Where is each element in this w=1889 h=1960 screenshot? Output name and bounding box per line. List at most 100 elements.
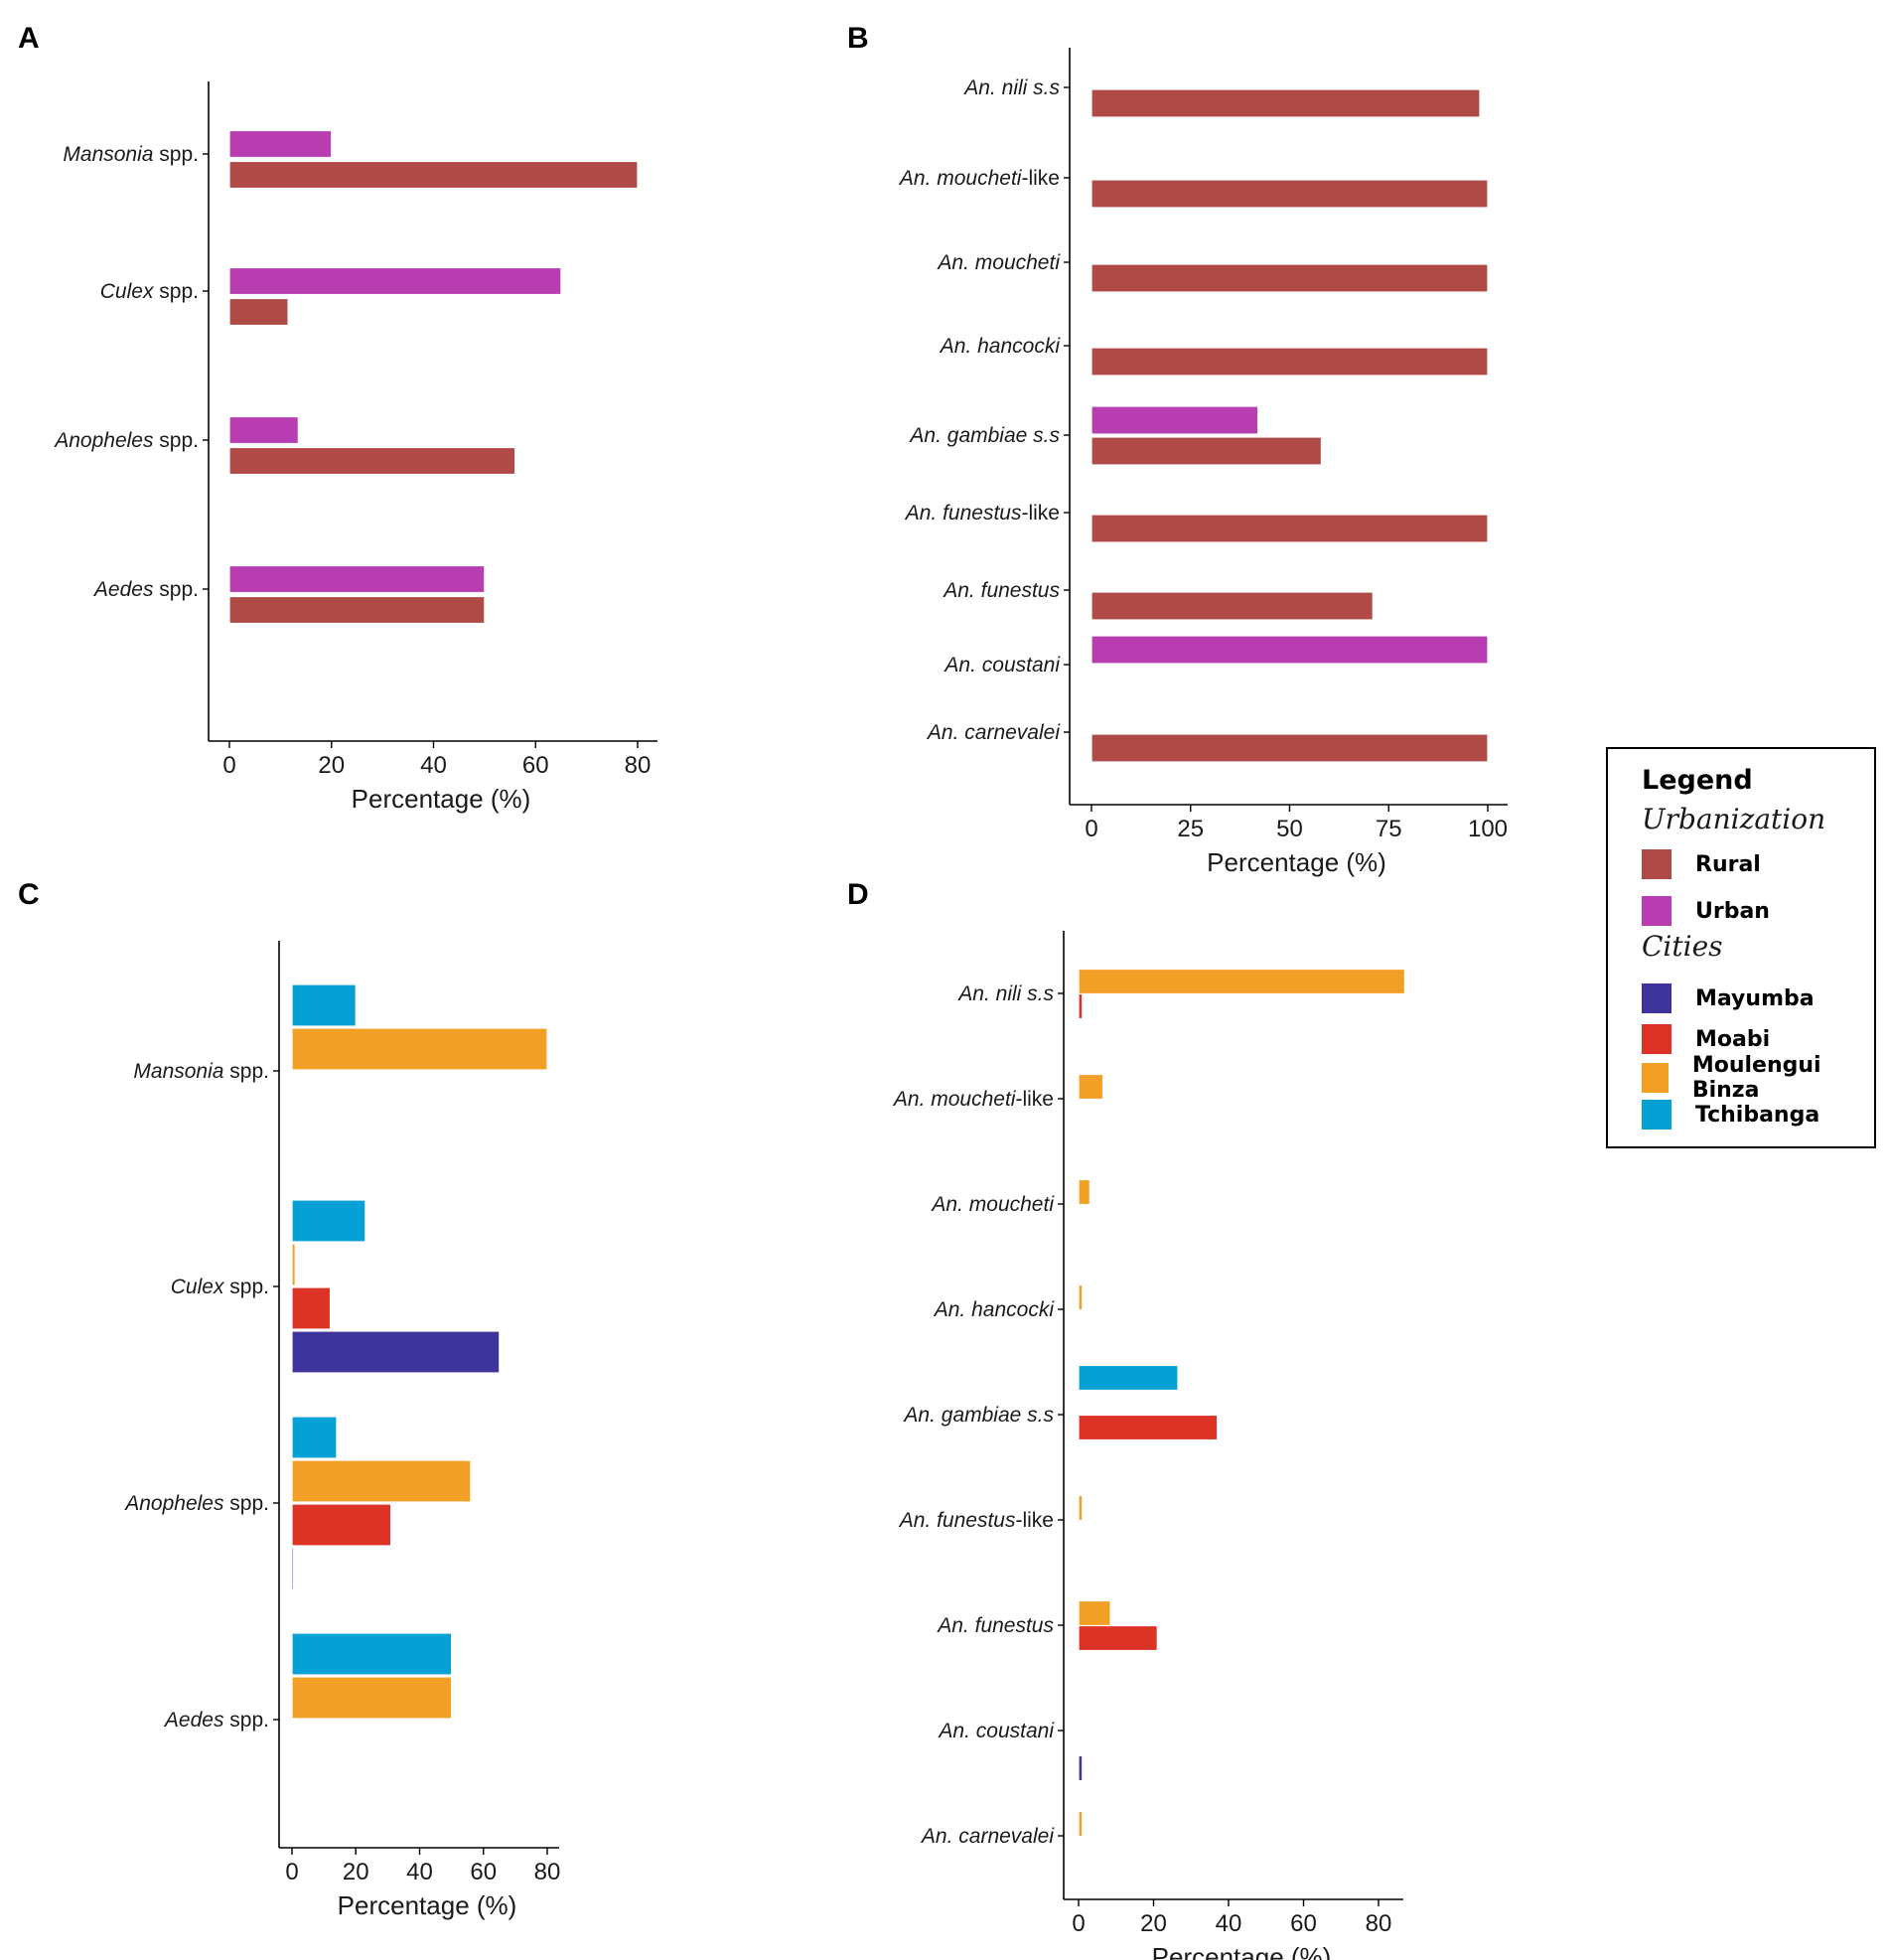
panel-c-x-tick-label: 60: [470, 1859, 497, 1885]
panel-d-bar-tchibanga-an-gambiae-s-s: [1078, 1364, 1179, 1392]
panel-b-bar-rural-an-funestus: [1090, 591, 1374, 621]
panel-b-category-label-an-gambiae-s-s: An. gambiae s.s: [908, 424, 1060, 447]
panel-d-category-label-an-funestus-like: An. funestus-like: [898, 1509, 1054, 1532]
panel-c-x-tick-label: 0: [285, 1859, 298, 1885]
legend-label-mayumba: Mayumba: [1695, 985, 1815, 1011]
panel-c-chart: 0 20 40 60 80 Percentage (%) Mansonia spp. Cule…: [123, 941, 560, 1920]
panel-d-category-label-an-moucheti-like: An. moucheti-like: [892, 1088, 1054, 1111]
panel-d-x-tick-label: 20: [1140, 1910, 1167, 1937]
panel-a-x-axis-title: Percentage (%): [352, 784, 531, 814]
panel-c-bar-mayumba-anopheles-spp: [291, 1547, 295, 1590]
panel-d-bar-mayumba-an-coustani: [1078, 1754, 1084, 1782]
panel-b-bar-rural-an-gambiae-s-s: [1090, 436, 1323, 466]
panel-c-bar-mayumba-culex-spp: [291, 1330, 501, 1374]
panel-letter-b: B: [847, 22, 869, 55]
panel-b-x-tick-label: 100: [1468, 816, 1508, 842]
panel-letter-a: A: [18, 22, 40, 55]
panel-b-bar-rural-an-moucheti: [1090, 263, 1489, 293]
panel-b-category-label-an-coustani: An. coustani: [943, 654, 1061, 677]
panel-b-bar-rural-an-carnevalei: [1090, 733, 1489, 763]
panel-c-bar-moabi-anopheles-spp: [291, 1503, 392, 1547]
legend-label-moabi: Moabi: [1695, 1026, 1771, 1052]
panel-d-bar-moabi-an-nili-s-s: [1078, 992, 1084, 1020]
panel-b-bar-rural-an-funestus-like: [1090, 514, 1489, 543]
panel-b-category-label-an-carnevalei: An. carnevalei: [926, 721, 1061, 744]
legend-label-urban: Urban: [1695, 898, 1770, 924]
panel-d-category-label-an-gambiae-s-s: An. gambiae s.s: [902, 1404, 1054, 1427]
panel-a-category-label-anopheles-spp: Anopheles spp.: [53, 429, 199, 452]
legend-item-mayumba: Mayumba: [1642, 983, 1815, 1013]
panel-d-bar-moulengui-binza-an-hancocki: [1078, 1283, 1084, 1311]
legend: Legend Urbanization Rural Urban Cities M…: [1606, 747, 1876, 1148]
legend-label-moulengui-binza: Moulengui Binza: [1691, 1053, 1821, 1103]
legend-title: Legend: [1642, 765, 1753, 796]
panel-c-category-label-culex-spp: Culex spp.: [171, 1276, 269, 1298]
panel-a-bar-rural-mansonia-spp: [228, 160, 639, 190]
panel-c-category-label-anopheles-spp: Anopheles spp.: [123, 1492, 269, 1515]
panel-b-x-axis-title: Percentage (%): [1207, 847, 1386, 877]
panel-c-bar-moulengui-binza-anopheles-spp: [291, 1459, 472, 1503]
legend-swatch-rural: [1642, 849, 1671, 879]
panel-d-bar-moulengui-binza-an-nili-s-s: [1078, 968, 1406, 995]
panel-c-bar-moabi-culex-spp: [291, 1286, 332, 1330]
panel-a-category-label-aedes-spp: Aedes spp.: [92, 578, 199, 601]
panel-d-bar-moulengui-binza-an-moucheti: [1078, 1178, 1090, 1206]
panel-d-category-label-an-moucheti: An. moucheti: [930, 1193, 1055, 1216]
panel-c-bar-moulengui-binza-culex-spp: [291, 1243, 296, 1286]
panel-d-x-tick-label: 80: [1366, 1910, 1392, 1937]
panel-d-category-label-an-hancocki: An. hancocki: [933, 1298, 1056, 1321]
panel-d-bar-moulengui-binza-an-carnevalei: [1078, 1810, 1084, 1838]
panel-d-category-label-an-funestus: An. funestus: [936, 1614, 1054, 1637]
panel-b-x-tick-label: 0: [1085, 816, 1097, 842]
panel-a-bar-urban-aedes-spp: [228, 564, 486, 594]
panel-b-category-label-an-moucheti-like: An. moucheti-like: [898, 167, 1060, 190]
panel-d-category-label-an-nili-s-s: An. nili s.s: [956, 982, 1054, 1005]
legend-swatch-moabi: [1642, 1024, 1671, 1054]
panel-a-bar-rural-culex-spp: [228, 297, 289, 327]
legend-item-tchibanga: Tchibanga: [1642, 1100, 1819, 1130]
panel-b-category-label-an-funestus: An. funestus: [942, 579, 1060, 602]
panel-d-x-tick-label: 0: [1072, 1910, 1085, 1937]
panel-c-category-label-mansonia-spp: Mansonia spp.: [133, 1060, 269, 1083]
panel-d-chart: 0 20 40 60 80 Percentage (%) An. nili s.s An. m…: [892, 931, 1406, 1960]
legend-item-rural: Rural: [1642, 849, 1761, 879]
panel-b-category-label-an-funestus-like: An. funestus-like: [904, 502, 1060, 525]
legend-label-rural: Rural: [1695, 851, 1761, 877]
panel-a-category-label-culex-spp: Culex spp.: [100, 280, 199, 303]
panel-b-chart: 0 25 50 75 100 Percentage (%) An. nili s.s An. …: [898, 48, 1508, 877]
panel-a-bar-urban-anopheles-spp: [228, 415, 299, 445]
panel-b-category-label-an-nili-s-s: An. nili s.s: [962, 76, 1060, 99]
panel-d-bar-moabi-an-gambiae-s-s: [1078, 1414, 1219, 1441]
panel-c-x-tick-label: 20: [343, 1859, 369, 1885]
panel-b-category-label-an-moucheti: An. moucheti: [936, 251, 1061, 274]
panel-b-bar-urban-an-gambiae-s-s: [1090, 405, 1259, 435]
panel-b-x-tick-label: 75: [1376, 816, 1402, 842]
legend-item-urban: Urban: [1642, 896, 1770, 926]
panel-letter-d: D: [847, 878, 869, 911]
panel-a-x-tick-label: 0: [222, 752, 235, 779]
panel-a-bar-urban-culex-spp: [228, 266, 562, 296]
panel-a-bar-urban-mansonia-spp: [228, 129, 333, 159]
panel-d-x-axis-title: Percentage (%): [1152, 1942, 1332, 1960]
legend-swatch-tchibanga: [1642, 1100, 1671, 1130]
panel-c-category-label-aedes-spp: Aedes spp.: [163, 1709, 269, 1732]
panel-a-bar-rural-anopheles-spp: [228, 446, 516, 476]
panel-a-x-tick-label: 20: [318, 752, 345, 779]
panel-b-category-label-an-hancocki: An. hancocki: [939, 335, 1062, 358]
panel-d-category-label-an-carnevalei: An. carnevalei: [920, 1825, 1055, 1848]
panel-d-bar-moulengui-binza-an-moucheti-like: [1078, 1073, 1104, 1101]
panel-letter-c: C: [18, 878, 40, 911]
panel-a-chart: 0 20 40 60 80 Percentage (%) Mansonia spp. Cule…: [53, 81, 657, 814]
legend-item-moabi: Moabi: [1642, 1024, 1770, 1054]
panel-c-bar-tchibanga-aedes-spp: [291, 1632, 453, 1676]
panel-c-bar-moulengui-binza-mansonia-spp: [291, 1027, 548, 1071]
panel-d-x-tick-label: 60: [1290, 1910, 1317, 1937]
panel-d-bar-moabi-an-funestus: [1078, 1624, 1158, 1652]
panel-b-bar-urban-an-coustani: [1090, 635, 1489, 665]
panel-a-x-tick-label: 80: [625, 752, 652, 779]
panel-b-bar-rural-an-hancocki: [1090, 347, 1489, 377]
legend-item-moulengui-binza: Moulengui Binza: [1642, 1053, 1874, 1103]
panel-a-x-tick-label: 40: [420, 752, 447, 779]
panel-b-x-tick-label: 25: [1177, 816, 1204, 842]
